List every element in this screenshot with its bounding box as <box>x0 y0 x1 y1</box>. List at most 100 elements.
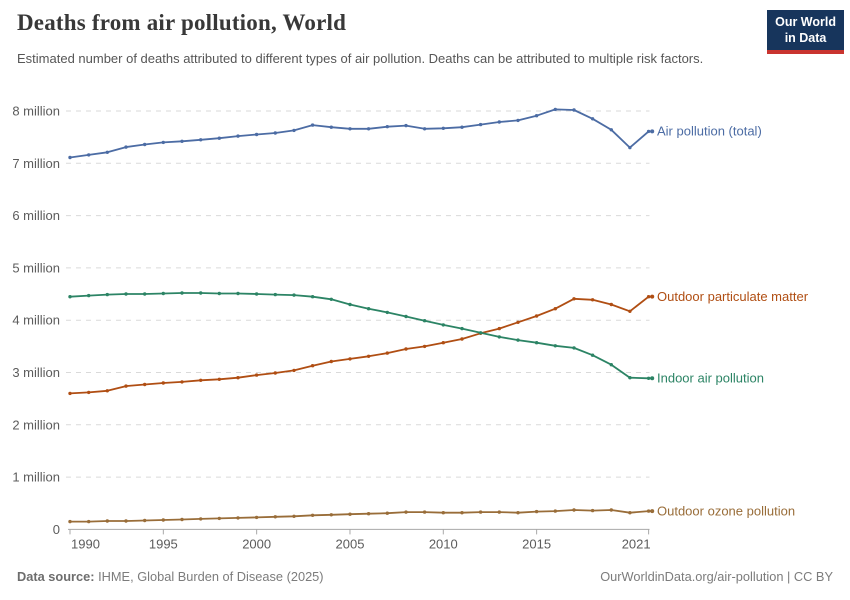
y-tick-label: 1 million <box>12 470 60 485</box>
series-air-pollution-total <box>68 107 651 160</box>
data-source-note: Data source: IHME, Global Burden of Dise… <box>17 569 324 584</box>
data-point <box>422 344 427 349</box>
data-point <box>348 302 352 307</box>
data-point <box>628 145 632 150</box>
series-points-outdoor-particulate-matter <box>68 295 651 396</box>
data-point <box>609 363 613 367</box>
data-point <box>516 320 520 324</box>
y-tick-label: 2 million <box>12 417 60 432</box>
series-line-outdoor-ozone-pollution <box>69 509 650 523</box>
data-point <box>236 516 240 520</box>
series-outdoor-ozone-pollution <box>68 508 651 524</box>
data-point <box>366 512 371 516</box>
data-point <box>404 347 408 351</box>
data-point <box>143 382 147 387</box>
data-point <box>478 331 483 335</box>
data-point <box>124 519 128 523</box>
data-point <box>497 326 501 331</box>
data-point <box>236 291 240 296</box>
series-end-label-air-pollution-total: Air pollution (total) <box>648 124 762 139</box>
y-tick-labels: 8 million 7 million 6 million 5 million 4 mi… <box>12 104 60 537</box>
data-point <box>553 344 557 348</box>
data-point <box>553 307 557 311</box>
x-axis: 1990 1995 2000 2005 2010 2015 2021 <box>69 529 651 551</box>
series-label-marker <box>650 509 655 514</box>
data-point <box>199 378 203 382</box>
data-point <box>478 122 483 127</box>
data-point <box>460 337 464 341</box>
data-point <box>628 376 632 380</box>
series-line-outdoor-particulate-matter <box>69 295 650 395</box>
data-point <box>366 127 371 131</box>
data-point <box>628 511 632 515</box>
data-point <box>366 354 371 358</box>
y-tick-label: 7 million <box>12 156 60 171</box>
data-point <box>68 391 72 396</box>
data-point <box>124 384 128 388</box>
data-point <box>590 298 595 302</box>
series-end-label-outdoor-ozone-pollution: Outdoor ozone pollution <box>648 503 795 518</box>
data-point <box>143 142 147 147</box>
data-point <box>161 518 165 522</box>
data-point <box>68 295 72 299</box>
x-tick-label: 1995 <box>149 536 178 551</box>
data-source-label: Data source: <box>17 569 95 584</box>
series-line-indoor-air-pollution <box>69 292 650 380</box>
data-point <box>422 127 427 131</box>
data-point <box>385 310 389 315</box>
chart-footer: Data source: IHME, Global Burden of Dise… <box>17 569 833 584</box>
data-point <box>254 292 259 296</box>
data-source-text: IHME, Global Burden of Disease (2025) <box>94 569 324 584</box>
owid-logo: Our World in Data <box>767 10 844 55</box>
data-point <box>329 359 333 364</box>
data-point <box>385 511 389 515</box>
data-point <box>292 514 296 518</box>
data-point <box>590 117 595 121</box>
data-point <box>422 319 427 323</box>
data-point <box>273 371 277 375</box>
data-point <box>310 295 315 299</box>
x-tick-label: 2000 <box>242 536 271 551</box>
series-label-text: Outdoor particulate matter <box>657 289 809 304</box>
data-point <box>385 351 389 355</box>
series-points-air-pollution-total <box>68 107 651 160</box>
data-point <box>273 131 277 135</box>
data-point <box>217 516 221 521</box>
data-point <box>348 357 352 361</box>
data-point <box>497 510 501 514</box>
data-point <box>441 511 445 515</box>
data-point <box>534 341 539 345</box>
data-point <box>441 323 445 327</box>
data-point <box>87 390 91 395</box>
page-title: Deaths from air pollution, World <box>17 10 347 35</box>
data-point <box>534 314 539 318</box>
series-outdoor-particulate-matter <box>68 295 651 396</box>
series-points-outdoor-ozone-pollution <box>68 508 651 524</box>
data-point <box>180 380 184 384</box>
data-point <box>329 125 333 129</box>
data-point <box>534 509 539 514</box>
y-tick-label: 8 million <box>12 104 60 119</box>
data-point <box>609 128 613 132</box>
data-point <box>236 134 240 138</box>
data-point <box>422 510 427 514</box>
data-point <box>180 291 184 295</box>
data-point <box>590 508 595 513</box>
data-point <box>478 510 483 514</box>
data-point <box>273 292 277 297</box>
data-point <box>199 291 203 295</box>
data-point <box>348 127 352 131</box>
data-point <box>105 150 110 154</box>
data-point <box>217 136 221 140</box>
data-point <box>143 518 147 523</box>
owid-logo-line2: in Data <box>784 30 827 45</box>
y-tick-label: 5 million <box>12 260 60 275</box>
credit-link[interactable]: OurWorldinData.org/air-pollution | CC BY <box>600 569 833 584</box>
y-tick-label: 0 <box>53 522 60 537</box>
data-point <box>180 139 184 143</box>
data-point <box>329 297 333 301</box>
data-point <box>254 515 259 520</box>
data-point <box>161 140 165 145</box>
